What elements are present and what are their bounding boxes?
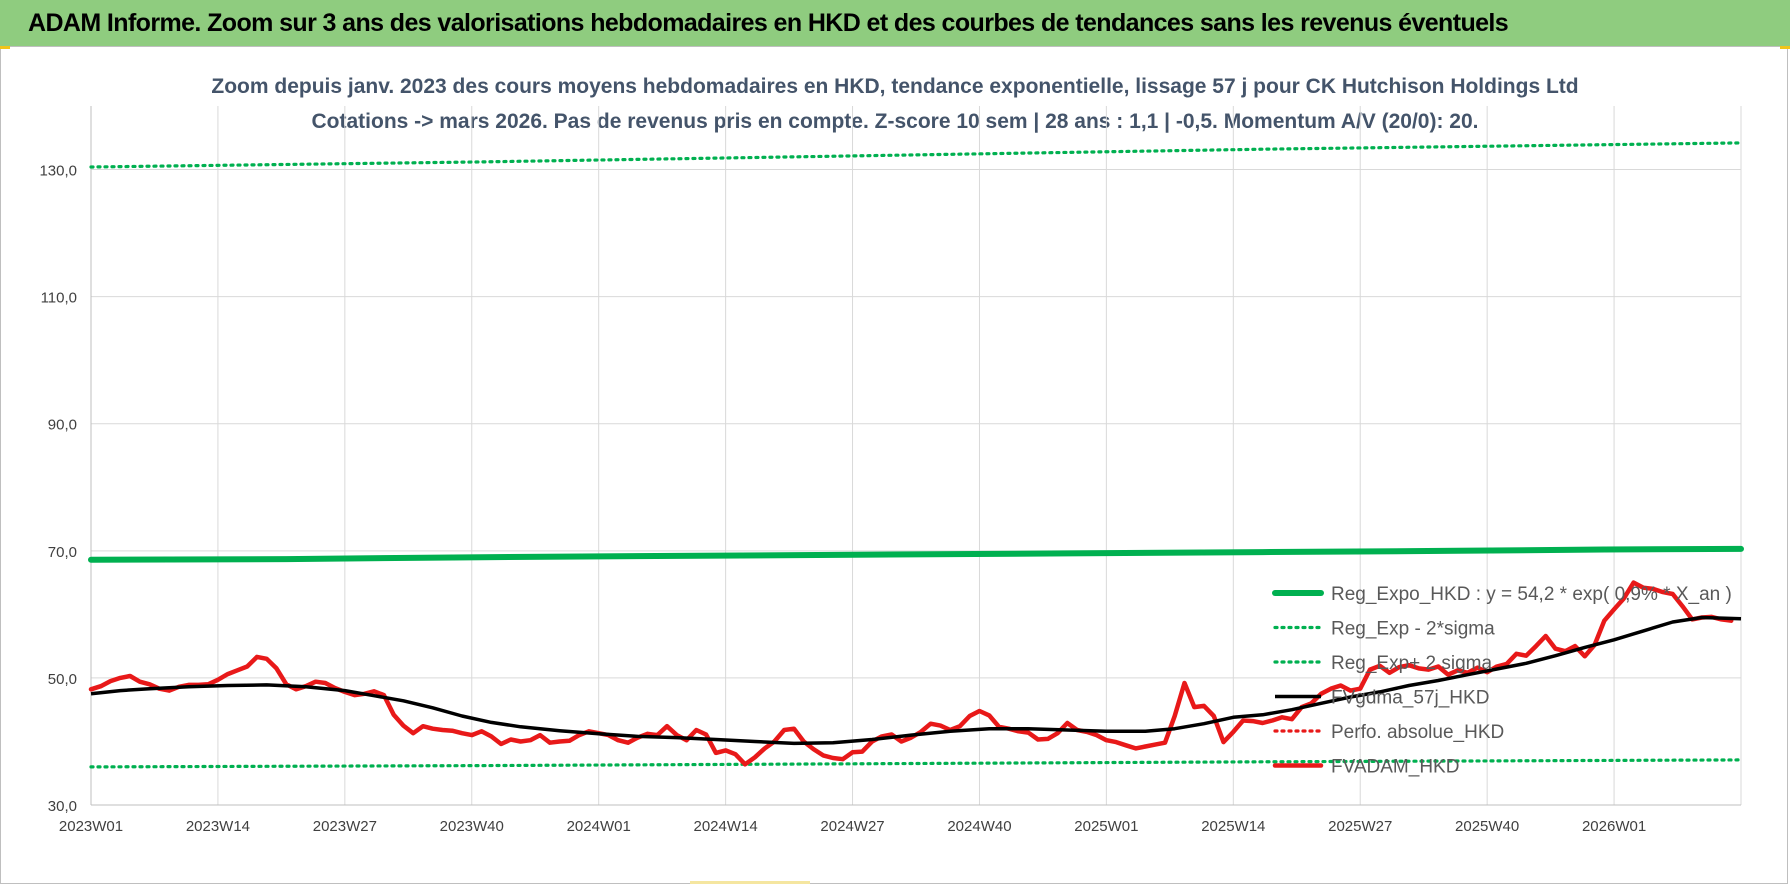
legend-label-reg-exp-2-sigma: Reg_Exp - 2*sigma <box>1331 619 1495 640</box>
y-tick-label: 90,0 <box>48 417 77 434</box>
legend-label-reg-exp-2-sigma: Reg_Exp+ 2 sigma <box>1331 653 1492 674</box>
legend-label-fvadam-hkd: FVADAM_HKD <box>1331 757 1459 778</box>
series-line-reg-exp-2-sigma <box>89 141 1743 169</box>
x-tick-label: 2023W40 <box>440 818 504 835</box>
x-tick-label: 2025W01 <box>1074 818 1138 835</box>
bottom-mark <box>690 881 810 884</box>
x-tick-label: 2023W14 <box>186 818 250 835</box>
legend-label-fvgdma-57j-hkd: FVgdma_57j_HKD <box>1331 688 1489 709</box>
series-line-reg-expo-hkd-y-54-2-exp-0-9-x-an <box>88 545 1744 563</box>
x-tick-label: 2025W27 <box>1328 818 1392 835</box>
y-tick-label: 70,0 <box>48 544 77 561</box>
corner-mark-left <box>0 46 10 49</box>
x-tick-label: 2026W01 <box>1582 818 1646 835</box>
y-tick-label: 110,0 <box>41 290 77 307</box>
x-tick-label: 2024W27 <box>820 818 884 835</box>
x-tick-label: 2024W01 <box>567 818 631 835</box>
y-tick-label: 130,0 <box>39 163 77 180</box>
legend-label-perfo-absolue-hkd: Perfo. absolue_HKD <box>1331 722 1504 743</box>
x-tick-label: 2025W40 <box>1455 818 1519 835</box>
x-tick-label: 2023W01 <box>59 818 123 835</box>
axes: 30,0 50,0 70,0 90,0 110,0 130,0 2023W01 2023W14… <box>39 106 1741 835</box>
legend: Reg_Expo_HKD : y = 54,2 * exp( 0,9% * X_… <box>1272 584 1732 778</box>
x-tick-label: 2023W27 <box>313 818 377 835</box>
x-tick-label: 2024W14 <box>694 818 758 835</box>
chart-subtitle-line-1: Zoom depuis janv. 2023 des cours moyens … <box>211 75 1578 98</box>
series <box>88 141 1744 769</box>
corner-mark-right <box>1780 46 1790 49</box>
chart-subtitle-line-2: Cotations -> mars 2026. Pas de revenus p… <box>312 110 1479 133</box>
x-tick-label: 2025W14 <box>1201 818 1265 835</box>
y-tick-label: 50,0 <box>48 671 77 688</box>
grid <box>90 106 1742 806</box>
series-line-fvgdma-57j-hkd <box>90 615 1742 746</box>
chart-frame <box>0 46 1788 884</box>
series-line-reg-exp-2-sigma <box>89 758 1743 769</box>
report-banner: ADAM Informe. Zoom sur 3 ans des valoris… <box>0 0 1790 46</box>
y-tick-label: 30,0 <box>48 798 77 815</box>
x-tick-label: 2024W40 <box>947 818 1011 835</box>
legend-label-reg-expo-hkd-y-54-2-exp-0-9-x-an: Reg_Expo_HKD : y = 54,2 * exp( 0,9% * X_… <box>1331 584 1732 605</box>
report-title: ADAM Informe. Zoom sur 3 ans des valoris… <box>28 8 1509 37</box>
